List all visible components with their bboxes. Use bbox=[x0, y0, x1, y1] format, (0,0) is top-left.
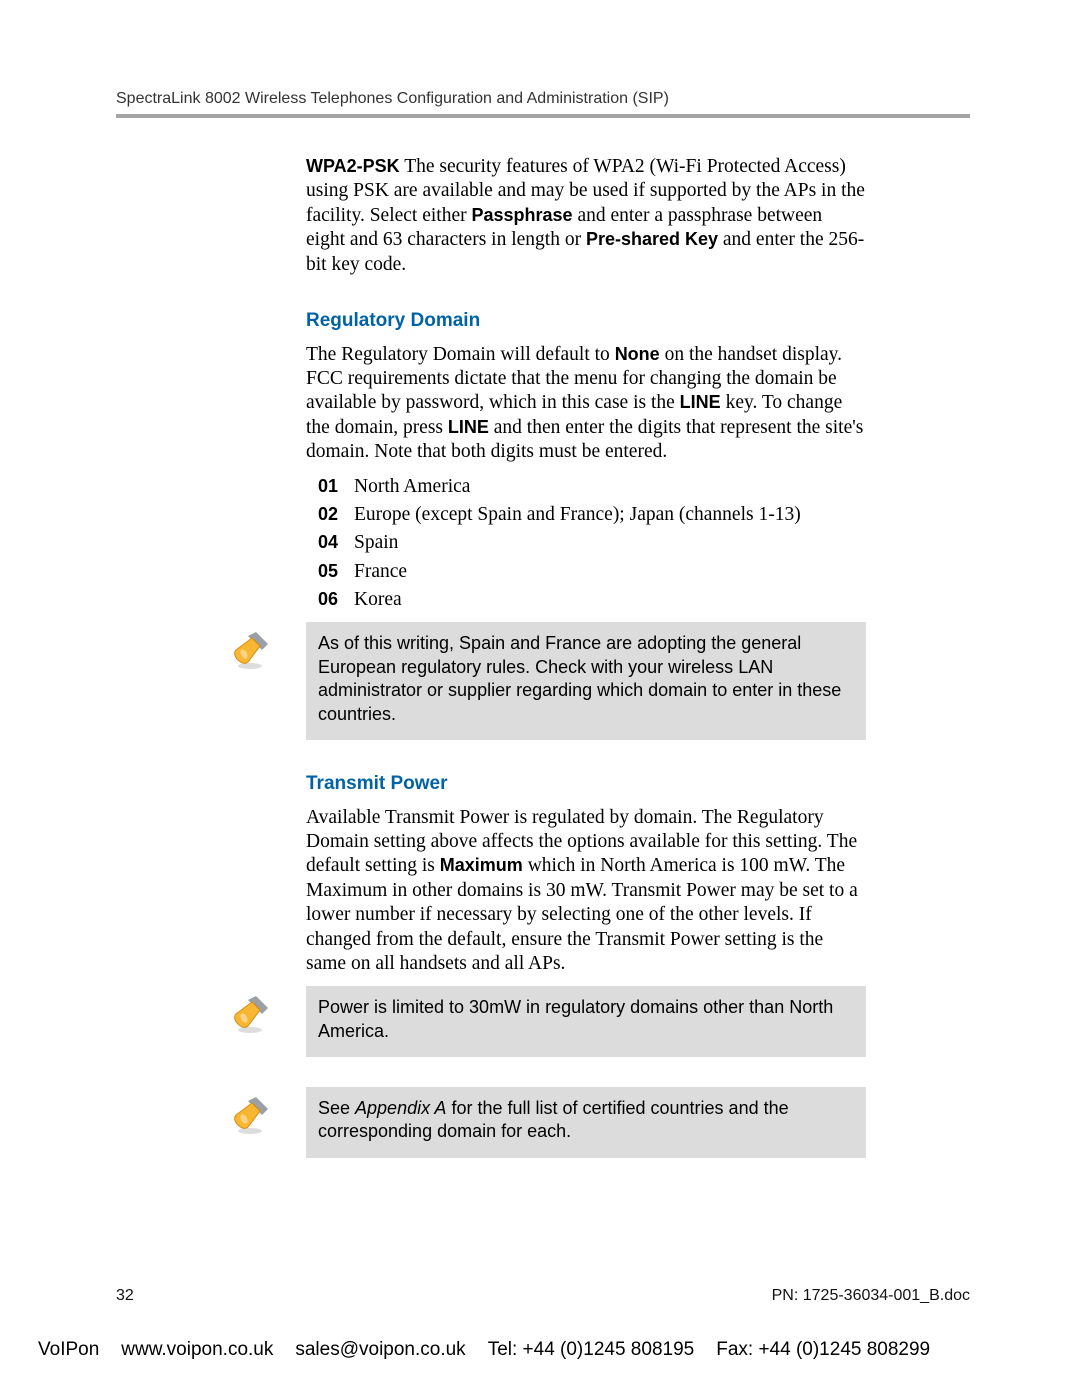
page-header: SpectraLink 8002 Wireless Telephones Con… bbox=[116, 90, 970, 118]
domain-code: 01 bbox=[306, 475, 354, 499]
domain-label: North America bbox=[354, 475, 470, 499]
website: www.voipon.co.uk bbox=[121, 1339, 273, 1361]
telephone: Tel: +44 (0)1245 808195 bbox=[488, 1339, 695, 1361]
page-footer: 32 PN: 1725-36034-001_B.doc bbox=[116, 1287, 970, 1305]
wpa2-label: WPA2-PSK bbox=[306, 156, 400, 176]
domain-label: Spain bbox=[354, 531, 398, 555]
note-icon-col bbox=[226, 986, 306, 1043]
note-box: As of this writing, Spain and France are… bbox=[306, 622, 866, 740]
fax: Fax: +44 (0)1245 808299 bbox=[716, 1339, 930, 1361]
note-transmit-1: Power is limited to 30mW in regulatory d… bbox=[226, 986, 866, 1057]
domain-code: 05 bbox=[306, 560, 354, 584]
domain-code: 06 bbox=[306, 588, 354, 612]
domain-code: 02 bbox=[306, 503, 354, 527]
pushpin-icon bbox=[226, 1089, 274, 1137]
domain-row: 05 France bbox=[306, 560, 866, 584]
domain-row: 02 Europe (except Spain and France); Jap… bbox=[306, 503, 866, 527]
header-rule bbox=[116, 114, 970, 118]
regulatory-paragraph: The Regulatory Domain will default to No… bbox=[306, 343, 866, 465]
page-number: 32 bbox=[116, 1287, 134, 1305]
header-title: SpectraLink 8002 Wireless Telephones Con… bbox=[116, 90, 970, 108]
note2-em: Appendix A bbox=[355, 1098, 446, 1118]
note-box: Power is limited to 30mW in regulatory d… bbox=[306, 986, 866, 1057]
doc-reference: PN: 1725-36034-001_B.doc bbox=[772, 1287, 970, 1305]
company-name: VoIPon bbox=[38, 1339, 99, 1361]
domain-label: France bbox=[354, 560, 407, 584]
note2-text-a: See bbox=[318, 1098, 355, 1118]
note-icon-col bbox=[226, 622, 306, 679]
domain-row: 06 Korea bbox=[306, 588, 866, 612]
domain-label: Korea bbox=[354, 588, 402, 612]
wpa2-paragraph: WPA2-PSK The security features of WPA2 (… bbox=[306, 155, 866, 277]
main-content: WPA2-PSK The security features of WPA2 (… bbox=[306, 155, 866, 1158]
reg-text-1: The Regulatory Domain will default to bbox=[306, 344, 615, 365]
domain-row: 01 North America bbox=[306, 475, 866, 499]
line-label-1: LINE bbox=[680, 392, 721, 412]
domain-label: Europe (except Spain and France); Japan … bbox=[354, 503, 801, 527]
note-transmit-2: See Appendix A for the full list of cert… bbox=[226, 1087, 866, 1158]
preshared-label: Pre-shared Key bbox=[586, 229, 718, 249]
bottom-contact-line: VoIPon www.voipon.co.uk sales@voipon.co.… bbox=[38, 1339, 1042, 1361]
email: sales@voipon.co.uk bbox=[295, 1339, 465, 1361]
transmit-heading: Transmit Power bbox=[306, 772, 866, 796]
pushpin-icon bbox=[226, 624, 274, 672]
none-label: None bbox=[615, 344, 660, 364]
document-page: SpectraLink 8002 Wireless Telephones Con… bbox=[0, 0, 1080, 1397]
pushpin-icon bbox=[226, 988, 274, 1036]
note-icon-col bbox=[226, 1087, 306, 1144]
domain-list: 01 North America 02 Europe (except Spain… bbox=[306, 475, 866, 613]
note-box: See Appendix A for the full list of cert… bbox=[306, 1087, 866, 1158]
note-regulatory: As of this writing, Spain and France are… bbox=[226, 622, 866, 740]
domain-row: 04 Spain bbox=[306, 531, 866, 555]
regulatory-heading: Regulatory Domain bbox=[306, 309, 866, 333]
transmit-paragraph: Available Transmit Power is regulated by… bbox=[306, 806, 866, 977]
domain-code: 04 bbox=[306, 531, 354, 555]
max-label: Maximum bbox=[440, 855, 523, 875]
passphrase-label: Passphrase bbox=[472, 205, 573, 225]
line-label-2: LINE bbox=[448, 417, 489, 437]
